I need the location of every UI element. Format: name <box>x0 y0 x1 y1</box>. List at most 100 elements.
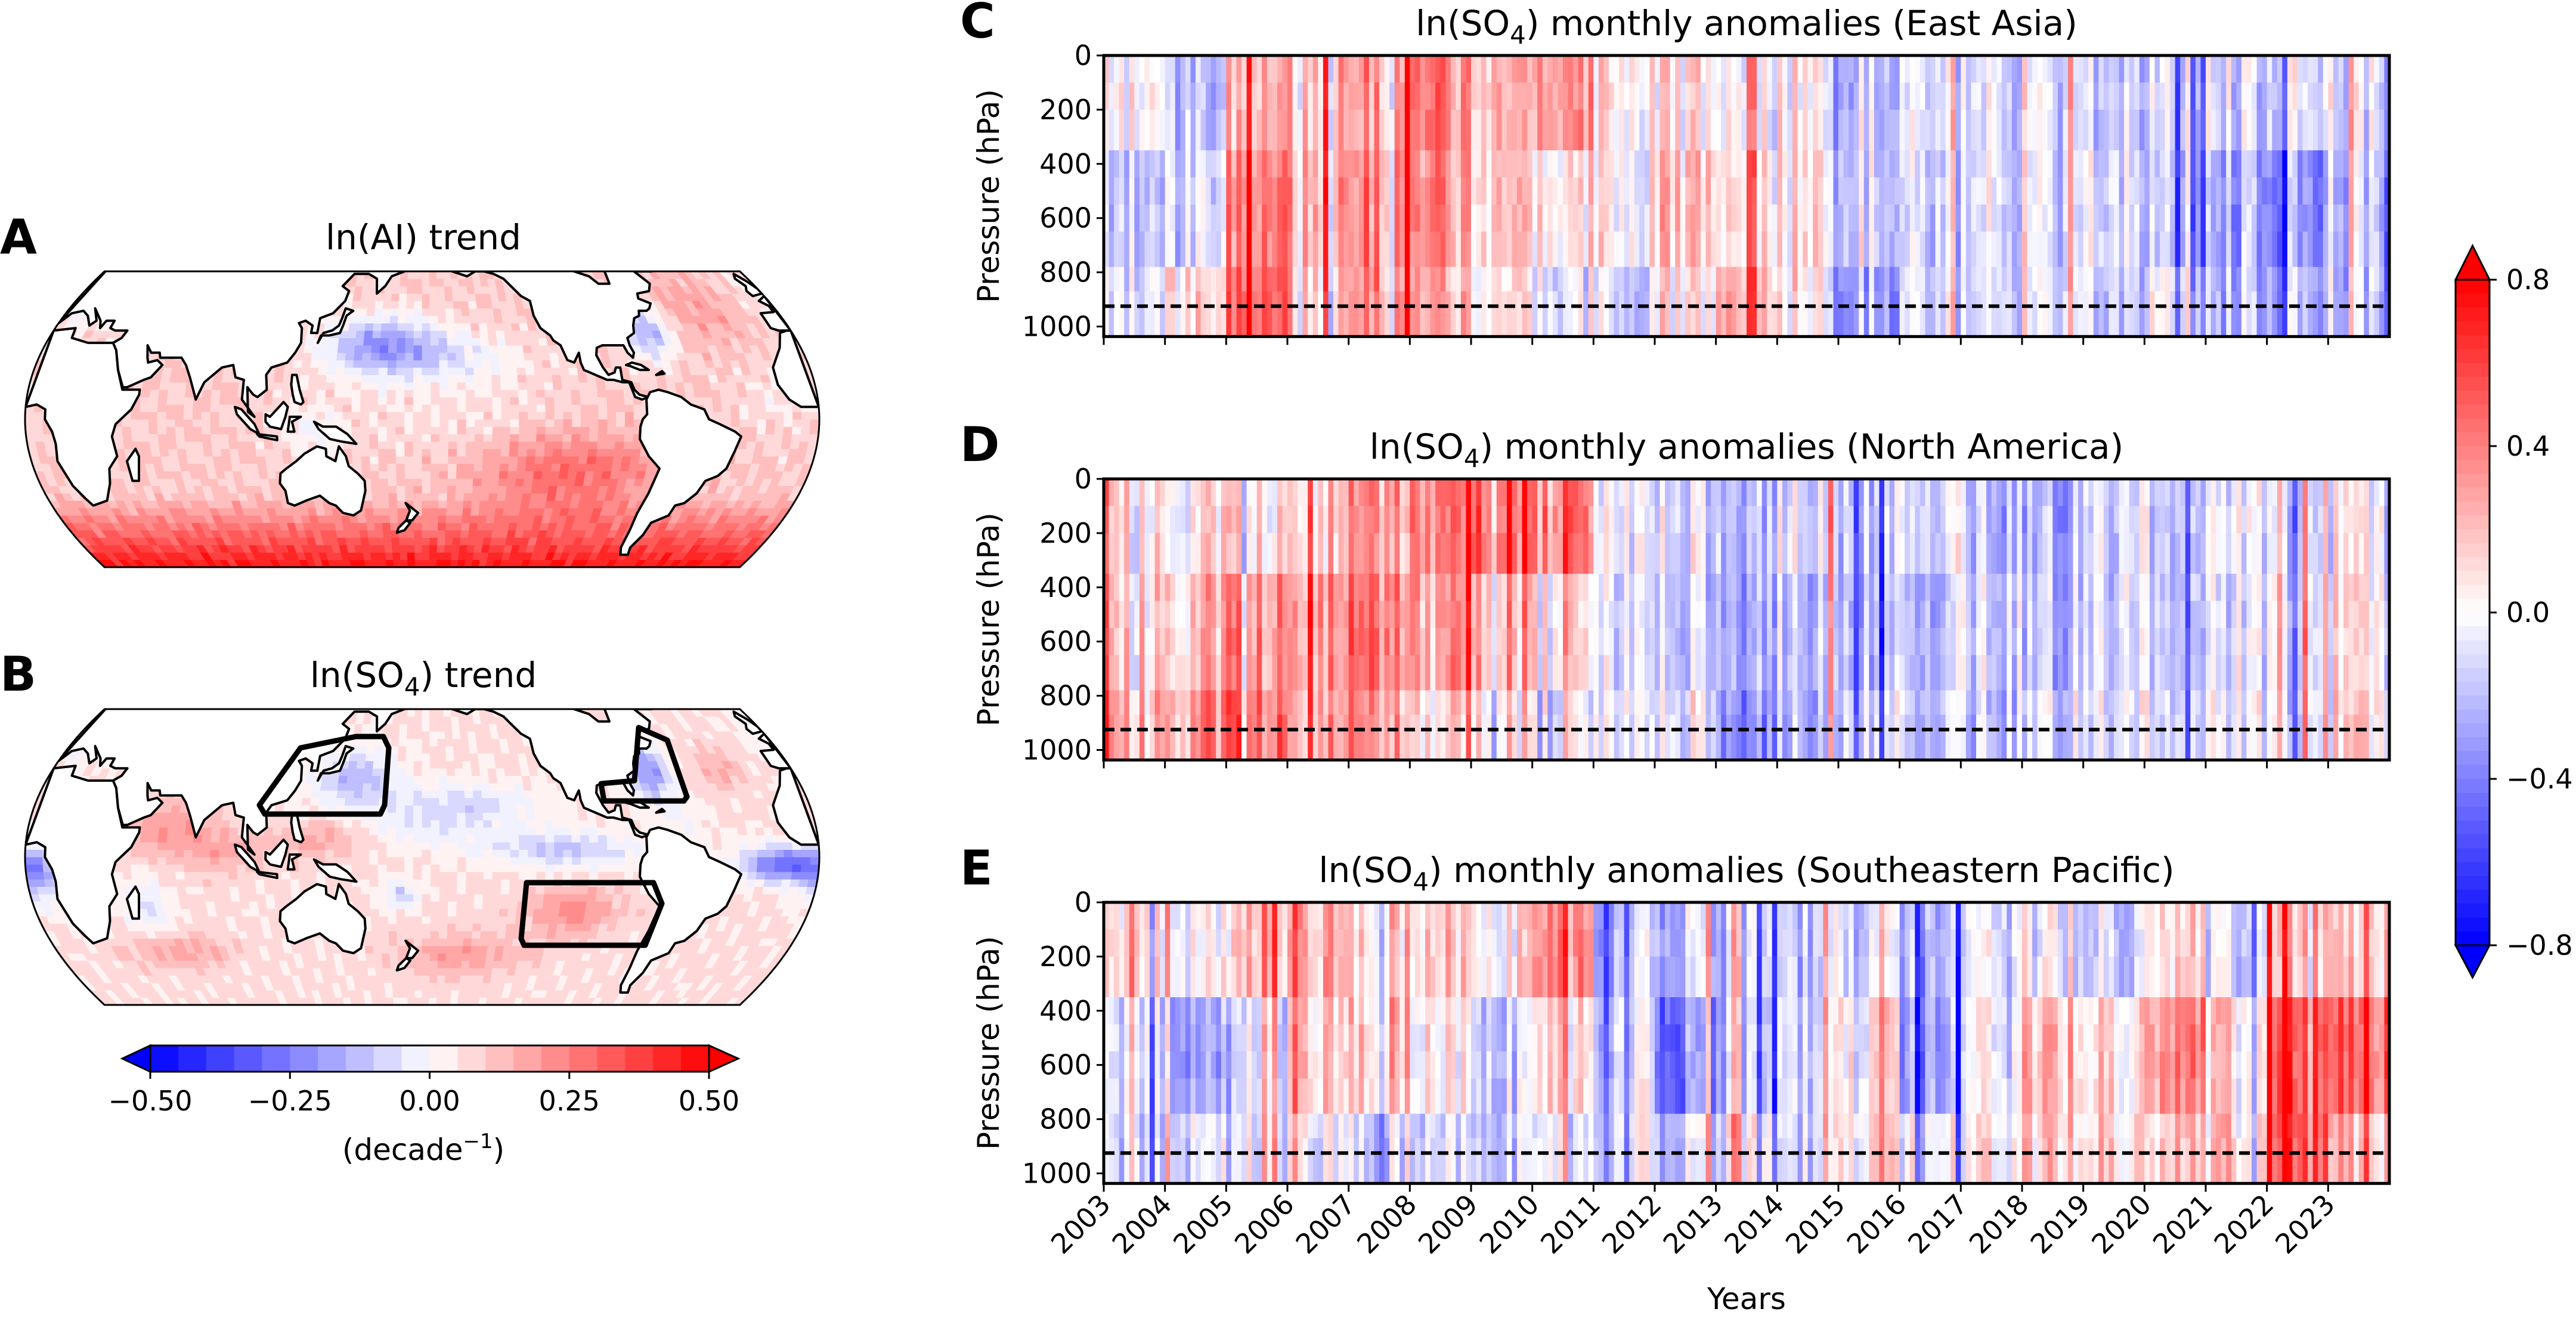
map-cell <box>391 293 400 302</box>
map-cell <box>447 478 457 486</box>
map-cell <box>414 975 423 983</box>
map-cell <box>407 989 416 998</box>
map-cell <box>202 441 213 449</box>
map-cell <box>570 448 580 457</box>
map-cell <box>315 945 326 954</box>
map-cell <box>577 463 587 472</box>
map-cell <box>378 382 388 390</box>
map-cell <box>454 508 464 516</box>
map-cell <box>516 471 526 479</box>
map-cell <box>800 426 811 435</box>
map-cell <box>475 426 484 435</box>
map-cell <box>413 471 423 479</box>
map-cell <box>466 419 476 427</box>
map-cell <box>391 537 400 546</box>
map-cell <box>413 389 423 398</box>
map-cell <box>414 989 423 998</box>
map-cell <box>572 412 581 420</box>
map-cell <box>382 967 392 976</box>
map-cell <box>430 908 440 917</box>
map-cell <box>342 419 352 427</box>
map-cell <box>544 397 555 405</box>
map-cell <box>422 315 431 324</box>
map-cell <box>387 471 397 479</box>
map-cell <box>311 345 322 353</box>
map-cell <box>334 382 344 390</box>
map-cell <box>327 360 338 368</box>
map-cell <box>388 493 398 501</box>
map-cell <box>361 901 371 909</box>
map-cell <box>430 367 440 375</box>
map-cell <box>589 426 599 435</box>
map-cell <box>201 419 211 427</box>
map-cell <box>439 412 449 420</box>
map-cell <box>791 434 801 442</box>
map-cell <box>422 908 431 917</box>
map-cell <box>481 352 491 361</box>
map-cell <box>405 345 414 353</box>
map-cell <box>249 471 261 479</box>
map-cell <box>141 441 151 449</box>
map-cell <box>443 271 451 279</box>
map-cell <box>429 271 437 279</box>
map-cell <box>510 426 520 435</box>
map-cell <box>470 508 480 516</box>
map-cell <box>624 397 634 405</box>
map-cell <box>352 537 363 546</box>
map-cell <box>735 382 747 390</box>
map-cell <box>493 315 503 324</box>
map-cell <box>444 286 453 294</box>
map-cell <box>439 389 449 398</box>
map-cell <box>397 945 407 954</box>
map-cell <box>240 901 250 909</box>
map-cell <box>451 982 460 991</box>
map-cell <box>467 301 478 309</box>
map-cell <box>498 352 508 361</box>
map-cell <box>341 515 351 523</box>
map-cell <box>365 315 375 324</box>
map-cell <box>323 945 334 954</box>
map-cell <box>499 360 509 368</box>
map-cell <box>431 456 440 464</box>
map-cell <box>240 463 250 472</box>
map-cell <box>463 938 472 946</box>
map-cell <box>239 893 249 902</box>
map-cell <box>379 471 389 479</box>
map-cell <box>373 515 383 523</box>
map-cell <box>407 286 416 294</box>
map-cell <box>360 441 370 449</box>
map-cell <box>343 967 354 976</box>
map-cell <box>438 485 448 494</box>
map-cell <box>141 382 153 390</box>
map-cell <box>430 485 439 494</box>
map-cell <box>351 426 361 435</box>
map-cell <box>366 308 376 316</box>
map-cell <box>429 952 439 961</box>
map-cell <box>447 901 457 909</box>
map-cell <box>500 375 510 383</box>
map-cell <box>567 471 578 479</box>
map-cell <box>597 397 608 405</box>
map-cell <box>380 493 389 501</box>
map-cell <box>385 997 395 1005</box>
map-cell <box>212 456 224 464</box>
map-cell <box>363 552 372 560</box>
map-cell <box>431 448 440 457</box>
map-cell <box>382 530 392 538</box>
map-cell <box>228 434 239 442</box>
map-cell <box>388 915 397 924</box>
map-cell <box>413 923 423 932</box>
map-cell <box>491 448 501 457</box>
map-cell <box>456 478 466 486</box>
map-cell <box>429 308 439 316</box>
map-cell <box>436 545 445 553</box>
map-cell <box>188 901 199 909</box>
map-cell <box>492 522 502 531</box>
map-cell <box>336 352 346 361</box>
map-cell <box>638 456 649 464</box>
map-cell <box>448 382 458 390</box>
map-cell <box>422 478 431 486</box>
map-cell <box>400 278 408 287</box>
map-cell <box>748 412 758 420</box>
map-cell <box>429 293 438 302</box>
